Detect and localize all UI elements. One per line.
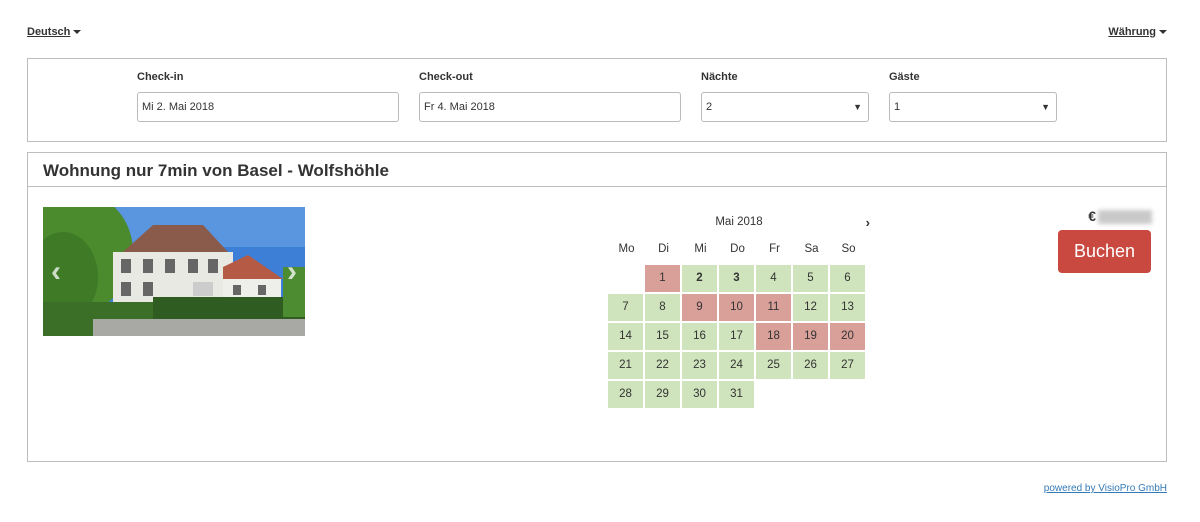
calendar-empty-cell (608, 265, 643, 292)
calendar-day-booked[interactable]: 19 (793, 323, 828, 350)
language-dropdown[interactable]: Deutsch (27, 26, 82, 38)
calendar-day-available[interactable]: 28 (608, 381, 643, 408)
guests-value: 1 (894, 101, 901, 113)
checkout-input[interactable]: Fr 4. Mai 2018 (419, 92, 681, 122)
calendar-day-available[interactable]: 8 (645, 294, 680, 321)
calendar-day-available[interactable]: 26 (793, 352, 828, 379)
weekday-label: Sa (804, 243, 819, 255)
listing-card: Wohnung nur 7min von Basel - Wolfshöhle (27, 152, 1167, 462)
calendar-day-available[interactable]: 4 (756, 265, 791, 292)
guests-select[interactable]: 1 ▼ (889, 92, 1057, 122)
powered-by-link[interactable]: powered by VisioPro GmbH (1043, 483, 1167, 494)
calendar-day-available[interactable]: 24 (719, 352, 754, 379)
photo-gallery[interactable]: ‹ › (43, 207, 305, 336)
house-photo (43, 207, 305, 336)
search-panel: Check-in Mi 2. Mai 2018 Check-out Fr 4. … (27, 58, 1167, 142)
nights-select[interactable]: 2 ▼ (701, 92, 869, 122)
calendar-day-available[interactable]: 5 (793, 265, 828, 292)
calendar-day-available[interactable]: 22 (645, 352, 680, 379)
calendar-header: Mai 2018 › (608, 211, 870, 235)
chevron-left-icon[interactable]: ‹ (51, 255, 61, 288)
calendar-day-available[interactable]: 7 (608, 294, 643, 321)
language-label: Deutsch (27, 26, 71, 38)
calendar-day-available[interactable]: 6 (830, 265, 865, 292)
currency-label: Währung (1108, 26, 1156, 38)
calendar-day-available[interactable]: 21 (608, 352, 643, 379)
weekday-label: Di (658, 243, 669, 255)
weekday-label: Do (730, 243, 745, 255)
calendar-weekdays: Mo Di Mi Do Fr Sa So (608, 241, 870, 265)
calendar-day-available[interactable]: 23 (682, 352, 717, 379)
calendar-day-available[interactable]: 3 (719, 265, 754, 292)
nights-value: 2 (706, 101, 713, 113)
checkout-field: Check-out Fr 4. Mai 2018 (419, 71, 681, 122)
calendar-day-booked[interactable]: 9 (682, 294, 717, 321)
guests-field: Gäste 1 ▼ (889, 71, 1057, 122)
nights-label: Nächte (701, 71, 738, 83)
price-display: € (1088, 208, 1152, 225)
book-button[interactable]: Buchen (1058, 230, 1151, 273)
weekday-label: So (841, 243, 856, 255)
calendar-day-available[interactable]: 25 (756, 352, 791, 379)
calendar-day-booked[interactable]: 18 (756, 323, 791, 350)
calendar-day-available[interactable]: 27 (830, 352, 865, 379)
calendar-day-available[interactable]: 17 (719, 323, 754, 350)
calendar-day-available[interactable]: 31 (719, 381, 754, 408)
calendar-grid: 1 2 3 4 5 6 7 8 9 10 11 12 13 14 15 16 17 18 19 20 21 22 23 24 2… (608, 265, 870, 410)
listing-title: Wohnung nur 7min von Basel - Wolfshöhle (28, 153, 1166, 187)
calendar-day-available[interactable]: 2 (682, 265, 717, 292)
weekday-label: Fr (769, 243, 780, 255)
calendar-day-available[interactable]: 15 (645, 323, 680, 350)
currency-dropdown[interactable]: Währung (1108, 26, 1167, 38)
calendar-day-available[interactable]: 16 (682, 323, 717, 350)
chevron-right-icon[interactable]: › (287, 255, 297, 288)
checkin-input[interactable]: Mi 2. Mai 2018 (137, 92, 399, 122)
calendar-day-booked[interactable]: 11 (756, 294, 791, 321)
calendar-day-available[interactable]: 29 (645, 381, 680, 408)
checkin-label: Check-in (137, 71, 184, 83)
chevron-right-icon[interactable]: › (865, 215, 870, 230)
weekday-label: Mo (618, 243, 635, 255)
currency-symbol: € (1088, 208, 1096, 224)
availability-calendar: Mai 2018 › Mo Di Mi Do Fr Sa So 1 2 3 4 5 6 7 8 9 10 11 1… (608, 211, 870, 410)
caret-down-icon (73, 30, 82, 35)
calendar-day-available[interactable]: 30 (682, 381, 717, 408)
checkin-field: Check-in Mi 2. Mai 2018 (137, 71, 399, 122)
caret-down-icon (1159, 30, 1167, 35)
calendar-day-booked[interactable]: 20 (830, 323, 865, 350)
calendar-day-available[interactable]: 14 (608, 323, 643, 350)
calendar-day-booked[interactable]: 1 (645, 265, 680, 292)
dropdown-arrow-icon: ▼ (853, 102, 862, 112)
checkout-label: Check-out (419, 71, 473, 83)
dropdown-arrow-icon: ▼ (1041, 102, 1050, 112)
calendar-month-label: Mai 2018 (715, 216, 763, 228)
price-value-blurred (1098, 210, 1152, 225)
calendar-day-available[interactable]: 13 (830, 294, 865, 321)
nights-field: Nächte 2 ▼ (701, 71, 869, 122)
guests-label: Gäste (889, 71, 920, 83)
calendar-day-booked[interactable]: 10 (719, 294, 754, 321)
weekday-label: Mi (694, 243, 707, 255)
calendar-day-available[interactable]: 12 (793, 294, 828, 321)
